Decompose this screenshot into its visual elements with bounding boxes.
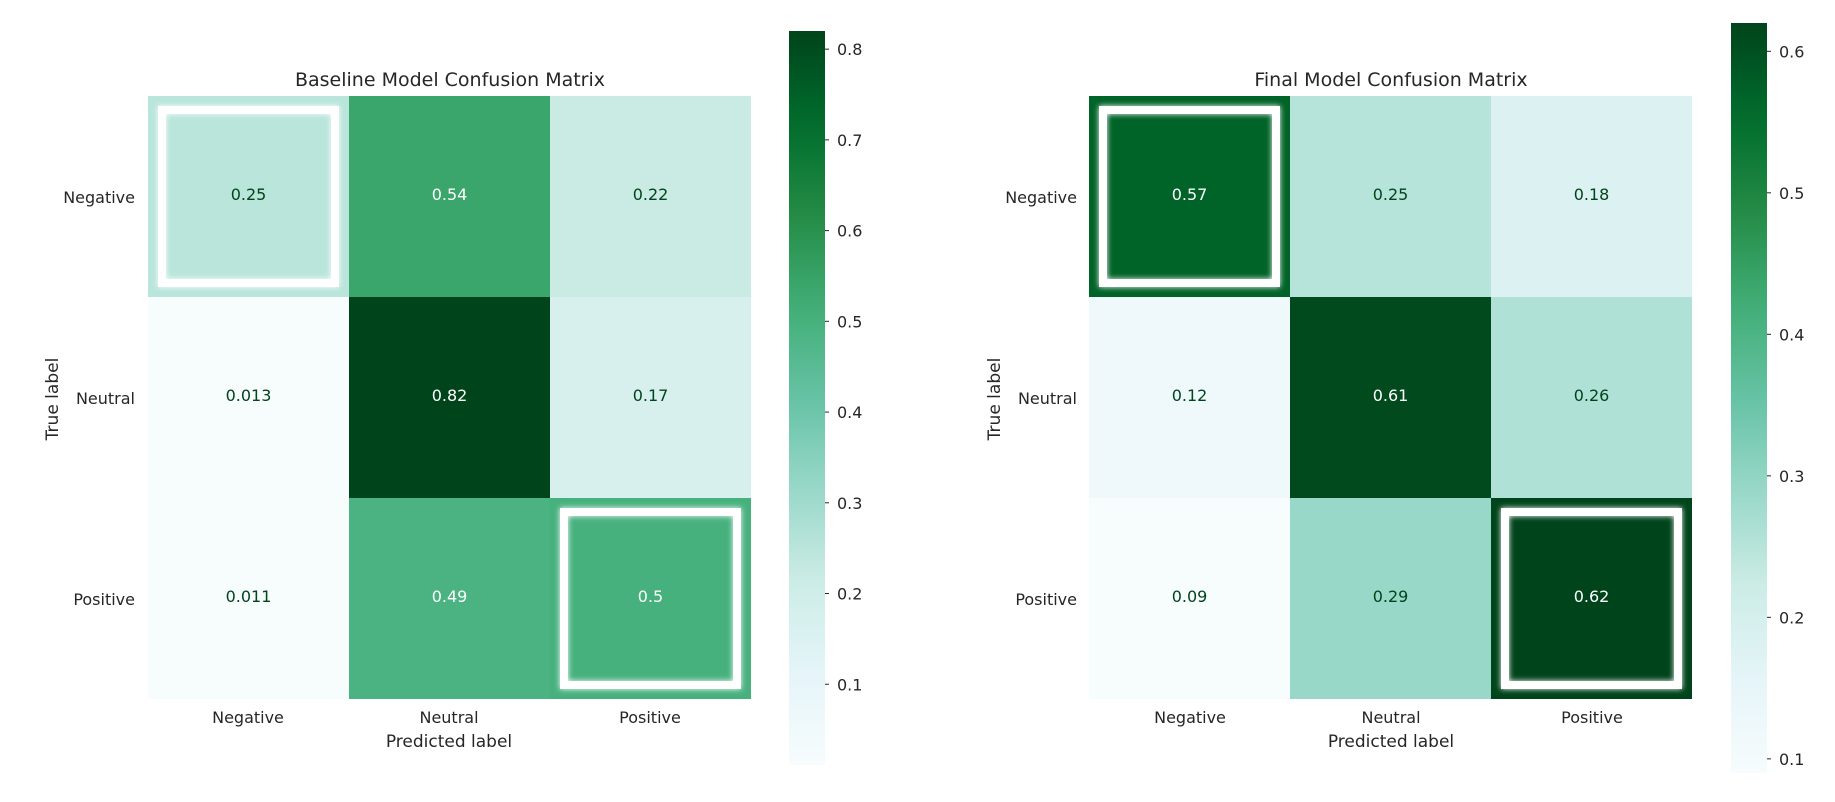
baseline-highlight-frame-r2-c2	[560, 508, 741, 689]
final-cell-label-r0-c2: 0.18	[1574, 185, 1610, 204]
final-heatmap-cells	[1089, 96, 1692, 699]
baseline-cell-label-r2-c2: 0.5	[638, 587, 663, 606]
baseline-colorbar-tick-label: 0.5	[837, 312, 862, 331]
baseline-y-axis-label: True label	[43, 358, 63, 442]
final-colorbar-tick-label: 0.2	[1779, 608, 1804, 627]
final-colorbar-tick-label: 0.6	[1779, 42, 1804, 61]
baseline-colorbar-ticks: 0.1 0.2 0.3 0.4 0.5 0.6 0.7 0.8	[825, 40, 862, 694]
final-colorbar-tick-label: 0.3	[1779, 467, 1804, 486]
baseline-colorbar	[789, 31, 825, 765]
baseline-cell-r0-c2	[550, 96, 751, 297]
final-cell-label-r2-c1: 0.29	[1373, 587, 1409, 606]
final-cell-label-r1-c1: 0.61	[1373, 386, 1409, 405]
baseline-colorbar-tick-label: 0.1	[837, 675, 862, 694]
final-cell-label-r0-c0: 0.57	[1172, 185, 1208, 204]
final-ytick-negative: Negative	[1005, 188, 1077, 207]
baseline-cell-r2-c1	[349, 498, 550, 699]
baseline-ytick-neutral: Neutral	[76, 389, 135, 408]
final-cell-r1-c0	[1089, 297, 1290, 498]
baseline-colorbar-tick-label: 0.8	[837, 40, 862, 59]
baseline-cell-r2-c0	[148, 498, 349, 699]
final-ytick-neutral: Neutral	[1018, 389, 1077, 408]
final-highlight-frames	[1099, 106, 1682, 689]
baseline-cell-annotations: 0.25 0.54 0.22 0.013 0.82 0.17 0.011 0.49 0.5	[226, 185, 669, 606]
final-colorbar-tick-label: 0.4	[1779, 325, 1804, 344]
final-cell-r2-c0	[1089, 498, 1290, 699]
final-y-axis-label: True label	[985, 358, 1005, 442]
final-cell-r2-c1	[1290, 498, 1491, 699]
baseline-cell-r0-c1	[349, 96, 550, 297]
baseline-colorbar-tick-label: 0.4	[837, 403, 862, 422]
baseline-cell-label-r1-c2: 0.17	[633, 386, 669, 405]
baseline-cell-r0-c0	[148, 96, 349, 297]
baseline-colorbar-tick-label: 0.3	[837, 494, 862, 513]
final-cell-r0-c2	[1491, 96, 1692, 297]
final-cell-r1-c2	[1491, 297, 1692, 498]
final-cell-r0-c1	[1290, 96, 1491, 297]
baseline-cell-r1-c2	[550, 297, 751, 498]
baseline-cell-label-r0-c2: 0.22	[633, 185, 669, 204]
baseline-cell-r2-c2	[550, 498, 751, 699]
final-chart-title: Final Model Confusion Matrix	[1254, 69, 1527, 91]
baseline-xtick-neutral: Neutral	[419, 708, 478, 727]
final-confusion-matrix-panel: Final Model Confusion Matrix 0.57 0.25 0.1…	[985, 23, 1804, 773]
final-colorbar-tick-label: 0.1	[1779, 750, 1804, 769]
final-cell-r0-c0	[1089, 96, 1290, 297]
baseline-cell-label-r2-c1: 0.49	[432, 587, 468, 606]
baseline-colorbar-tick-label: 0.7	[837, 131, 862, 150]
baseline-cell-label-r0-c0: 0.25	[231, 185, 267, 204]
final-cell-label-r1-c0: 0.12	[1172, 386, 1208, 405]
baseline-highlight-frames	[158, 106, 741, 689]
final-cell-label-r1-c2: 0.26	[1574, 386, 1610, 405]
baseline-cell-r1-c0	[148, 297, 349, 498]
final-cell-label-r0-c1: 0.25	[1373, 185, 1409, 204]
baseline-xtick-positive: Positive	[619, 708, 681, 727]
baseline-cell-label-r2-c0: 0.011	[226, 587, 272, 606]
baseline-cell-label-r0-c1: 0.54	[432, 185, 468, 204]
baseline-cell-label-r1-c0: 0.013	[226, 386, 272, 405]
baseline-xtick-negative: Negative	[212, 708, 284, 727]
baseline-heatmap-cells	[148, 96, 751, 699]
final-colorbar-ticks: 0.1 0.2 0.3 0.4 0.5 0.6	[1767, 42, 1804, 769]
final-cell-label-r2-c2: 0.62	[1574, 587, 1610, 606]
baseline-colorbar-tick-label: 0.2	[837, 585, 862, 604]
final-cell-r1-c1	[1290, 297, 1491, 498]
final-xtick-negative: Negative	[1154, 708, 1226, 727]
baseline-x-axis-label: Predicted label	[386, 732, 512, 752]
baseline-chart-title: Baseline Model Confusion Matrix	[295, 69, 605, 91]
final-cell-r2-c2	[1491, 498, 1692, 699]
final-x-axis-label: Predicted label	[1328, 732, 1454, 752]
final-cell-annotations: 0.57 0.25 0.18 0.12 0.61 0.26 0.09 0.29 0.62	[1172, 185, 1610, 606]
final-ytick-positive: Positive	[1015, 590, 1077, 609]
final-xtick-positive: Positive	[1561, 708, 1623, 727]
final-cell-label-r2-c0: 0.09	[1172, 587, 1208, 606]
baseline-confusion-matrix-panel: Baseline Model Confusion Matrix 0.25 0.54…	[43, 31, 862, 765]
final-xtick-neutral: Neutral	[1361, 708, 1420, 727]
baseline-highlight-frame-r0-c0	[158, 106, 339, 287]
final-colorbar-tick-label: 0.5	[1779, 184, 1804, 203]
final-highlight-frame-r0-c0	[1099, 106, 1280, 287]
baseline-cell-label-r1-c1: 0.82	[432, 386, 468, 405]
baseline-cell-r1-c1	[349, 297, 550, 498]
baseline-colorbar-tick-label: 0.6	[837, 222, 862, 241]
baseline-ytick-negative: Negative	[63, 188, 135, 207]
final-colorbar	[1731, 23, 1767, 773]
final-highlight-frame-r2-c2	[1501, 508, 1682, 689]
baseline-ytick-positive: Positive	[73, 590, 135, 609]
